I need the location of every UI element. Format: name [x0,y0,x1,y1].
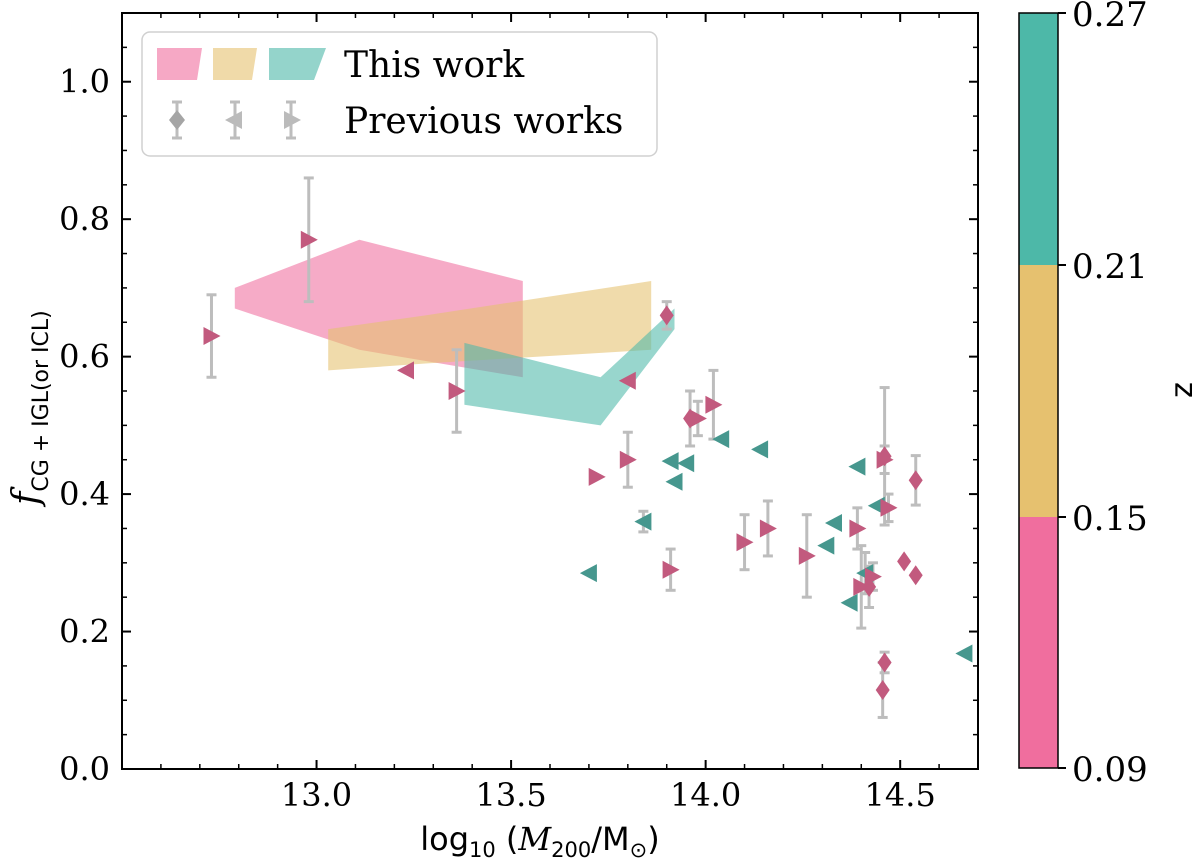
legend-previous-works-label: Previous works [344,101,623,142]
data-point-0 [203,327,221,345]
data-point-21 [798,546,816,565]
x-tick-label-1: 13.5 [475,776,546,814]
legend-this-work-label: This work [344,45,525,86]
data-point-1 [300,230,318,249]
point-layer [203,230,973,700]
y-tick-label-3: 0.6 [59,338,110,376]
colorbar-tick-label-1: 0.15 [1072,499,1148,539]
data-point-26 [849,519,867,538]
colorbar-segment-low [1019,517,1058,768]
data-point-16 [705,395,723,414]
legend-swatch-mid-z [213,48,257,80]
data-point-25 [848,457,866,476]
data-point-7 [619,450,637,469]
legend-right-triangle-marker [284,111,301,129]
colorbar-tick-label-3: 0.27 [1072,0,1148,35]
data-point-13 [677,454,695,473]
x-tick-label-2: 14.0 [670,776,741,814]
data-point-23 [825,514,842,532]
data-point-19 [751,440,769,459]
colorbar: 0.09 0.15 0.21 0.27 z [1018,0,1200,790]
band-1 [328,281,652,371]
data-point-38 [908,565,923,586]
data-point-12 [665,472,683,491]
legend-swatch-high-z [269,48,326,80]
data-point-30 [864,567,882,586]
x-tick-label-3: 14.5 [865,776,936,814]
data-point-36 [875,680,890,700]
data-point-2 [397,361,414,380]
y-tick-label-4: 0.8 [59,200,110,238]
data-point-34 [880,498,898,517]
colorbar-tick-label-2: 0.21 [1072,247,1148,287]
data-point-35 [877,652,892,673]
y-tick-label-5: 1.0 [59,63,110,101]
data-point-22 [817,536,835,555]
data-point-10 [662,560,680,579]
data-point-11 [661,452,679,471]
y-axis-label: fCG + IGL(or ICL) [6,310,54,508]
colorbar-frame [1018,12,1059,769]
data-point-20 [759,519,777,538]
data-point-4 [579,564,597,583]
y-tick-label-2: 0.4 [59,475,110,513]
data-point-33 [876,450,894,469]
band-2 [464,308,675,426]
colorbar-label: z [1165,382,1200,398]
data-point-17 [712,430,730,449]
x-ticks: 13.0 13.5 14.0 14.5 [160,13,979,814]
band-layer [234,239,675,426]
legend: This work Previous works [141,31,658,157]
data-point-40 [955,644,973,663]
legend-swatch-low-z [157,48,202,80]
data-point-24 [840,593,858,612]
y-ticks: 0.0 0.2 0.4 0.6 0.8 1.0 [59,12,978,788]
data-point-18 [736,533,754,552]
data-point-9 [659,305,674,326]
data-point-3 [448,382,466,400]
x-axis-label: log10 (M200/M⊙) [420,820,660,860]
data-point-27 [853,577,871,596]
colorbar-tick-label-0: 0.09 [1072,750,1148,790]
y-tick-label-1: 0.2 [59,613,110,651]
colorbar-segment-mid [1019,265,1058,517]
data-point-5 [588,467,606,486]
data-point-15 [689,409,707,428]
legend-left-triangle-marker [225,111,242,129]
y-tick-label-0: 0.0 [59,750,110,788]
data-point-39 [908,470,923,491]
colorbar-segment-high [1019,13,1058,265]
legend-diamond-marker [169,110,185,130]
data-point-37 [897,551,912,572]
data-point-6 [618,371,636,390]
data-point-8 [634,512,652,531]
error-bar-layer [206,176,921,719]
x-tick-label-0: 13.0 [281,776,352,814]
